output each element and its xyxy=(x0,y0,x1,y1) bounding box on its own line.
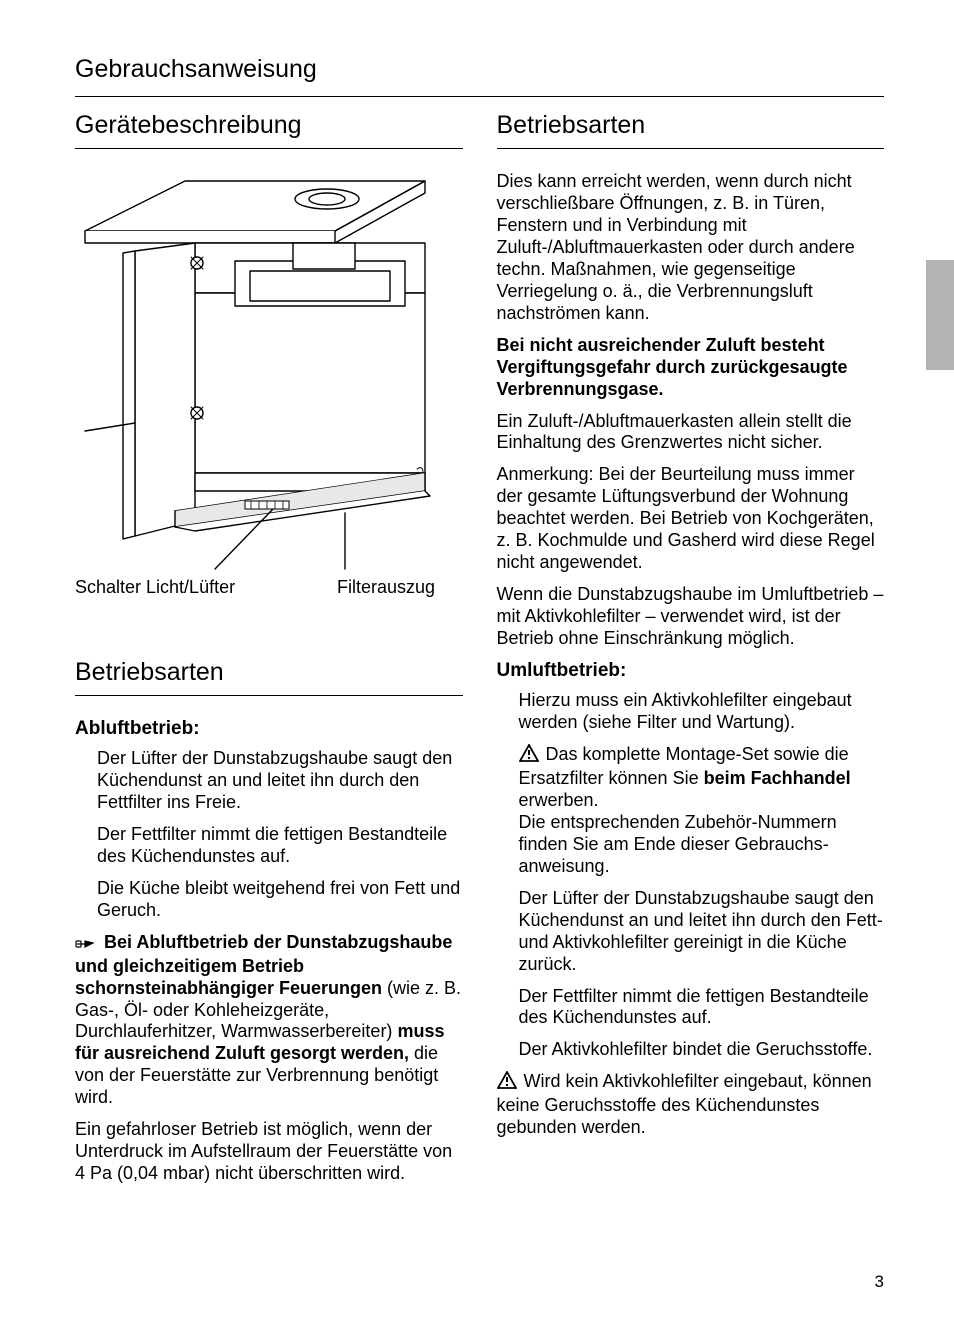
body-text: Der Fettfilter nimmt die fettigen Bestan… xyxy=(519,986,885,1030)
diagram-label-filter: Filterauszug xyxy=(337,577,435,598)
device-diagram-container: Schalter Licht/Lüfter Filterauszug xyxy=(75,171,463,598)
warn-text: Wird kein Aktivkohlefilter eingebaut, kö… xyxy=(497,1071,872,1137)
rule xyxy=(75,695,463,696)
page-number: 3 xyxy=(875,1272,884,1292)
page-side-tab xyxy=(926,260,954,370)
pointing-hand-icon xyxy=(75,934,97,956)
body-text: Der Lüfter der Dunstabzugshaube saugt de… xyxy=(97,748,463,814)
two-column-layout: Gerätebeschreibung xyxy=(75,111,884,1195)
warning-triangle-icon xyxy=(519,744,539,768)
section-title: Gerätebeschreibung xyxy=(75,111,463,140)
warning-paragraph: Das komplette Montage-Set sowie die Ersa… xyxy=(519,744,885,878)
right-column: Betriebsarten Dies kann erreicht werden,… xyxy=(497,111,885,1195)
page: Gebrauchsanweisung Gerätebeschreibung xyxy=(0,0,954,1326)
body-text: Die entsprechenden Zubehör-Nummern finde… xyxy=(519,812,837,876)
left-column: Gerätebeschreibung xyxy=(75,111,463,1195)
body-text: Die Küche bleibt weitgehend frei von Fet… xyxy=(97,878,463,922)
body-text: Der Fettfilter nimmt die fettigen Bestan… xyxy=(97,824,463,868)
indent-block: Hierzu muss ein Aktivkohlefilter eingeba… xyxy=(497,690,885,1061)
warning-paragraph: Wird kein Aktivkohlefilter eingebaut, kö… xyxy=(497,1071,885,1139)
warn-text: erwerben. xyxy=(519,790,599,810)
diagram-label-switch: Schalter Licht/Lüfter xyxy=(75,577,235,598)
indent-block: Der Lüfter der Dunstabzugshaube saugt de… xyxy=(75,748,463,922)
warn-bold: beim Fachhandel xyxy=(704,768,851,788)
section-title: Betriebsarten xyxy=(497,111,885,140)
body-text: Hierzu muss ein Aktivkohlefilter eingeba… xyxy=(519,690,885,734)
body-text: Dies kann erreicht werden, wenn durch ni… xyxy=(497,171,885,325)
body-text: Der Aktivkohlefilter bindet die Geruchss… xyxy=(519,1039,885,1061)
body-text: Der Lüfter der Dunstabzugshaube saugt de… xyxy=(519,888,885,976)
body-text: Anmerkung: Bei der Beurteilung muss imme… xyxy=(497,464,885,574)
section-title: Betriebsarten xyxy=(75,658,463,687)
rule xyxy=(75,96,884,97)
subheading-umluft: Umluftbetrieb: xyxy=(497,660,885,682)
rule xyxy=(497,148,885,149)
body-text: Wenn die Dunstabzugshaube im Umluftbe­tr… xyxy=(497,584,885,650)
body-text: Ein Zuluft-/Abluftmauerkasten allein ste… xyxy=(497,411,885,455)
rule xyxy=(75,148,463,149)
body-text: Ein gefahrloser Betrieb ist möglich, wen… xyxy=(75,1119,463,1185)
caution-paragraph: Bei Abluftbetrieb der Dunstabzugs­haube … xyxy=(75,932,463,1110)
warning-triangle-icon xyxy=(497,1071,517,1095)
device-diagram xyxy=(75,171,435,571)
document-title: Gebrauchsanweisung xyxy=(75,55,884,84)
warning-bold: Bei nicht ausreichender Zuluft besteht V… xyxy=(497,335,885,401)
diagram-labels: Schalter Licht/Lüfter Filterauszug xyxy=(75,577,435,598)
subheading-abluft: Abluftbetrieb: xyxy=(75,718,463,740)
